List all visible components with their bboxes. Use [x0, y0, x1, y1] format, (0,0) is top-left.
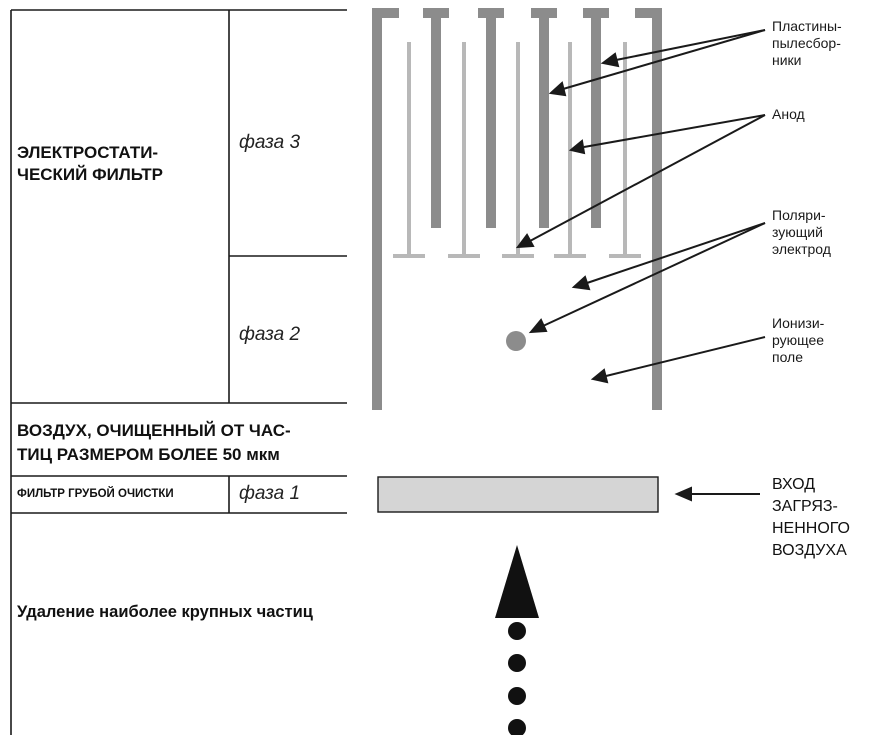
table-lines — [10, 9, 347, 735]
phase1-label: фаза 1 — [239, 483, 301, 504]
coarse-filter-label: ФИЛЬТР ГРУБОЙ ОЧИСТКИ — [17, 488, 174, 500]
callout-line: ВХОД — [772, 476, 816, 493]
callout-arrows — [515, 29, 766, 502]
callout-line: ЗАГРЯЗ- — [772, 498, 838, 515]
callout-line: пылесбор- — [772, 35, 841, 51]
callout-line: ВОЗДУХА — [772, 542, 847, 559]
electrostatic-filter-title-line1: ЭЛЕКТРОСТАТИ- — [17, 143, 159, 162]
polluted-air-inlet-callout: ВХОД ЗАГРЯЗ- НЕННОГО ВОЗДУХА — [772, 474, 850, 562]
callout-line: Пластины- — [772, 18, 842, 34]
polarizing-electrode — [506, 331, 526, 351]
callout-line: ники — [772, 52, 802, 68]
phase3-label: фаза 3 — [239, 132, 301, 153]
filter-housing — [372, 8, 662, 410]
phase2-label: фаза 2 — [239, 324, 301, 345]
anode-callout: Анод — [772, 106, 805, 122]
callout-line: НЕННОГО — [772, 520, 850, 537]
collector-plates-callout: Пластины- пылесбор- ники — [772, 18, 842, 69]
callout-line: Поляри- — [772, 207, 826, 223]
clean-air-label-line2: ТИЦ РАЗМЕРОМ БОЛЕЕ 50 мкм — [17, 445, 280, 464]
polarizing-electrode-callout: Поляри- зующий электрод — [772, 207, 831, 258]
collector-plates — [423, 8, 609, 228]
callout-line: поле — [772, 349, 804, 365]
callout-line: электрод — [772, 241, 831, 257]
electrostatic-filter-title-line2: ЧЕСКИЙ ФИЛЬТР — [17, 165, 163, 184]
callout-line: рующее — [772, 332, 825, 348]
airflow-dots — [508, 622, 526, 735]
callout-line: Ионизи- — [772, 315, 825, 331]
ionizing-field-callout: Ионизи- рующее поле — [772, 315, 824, 366]
callout-line: зующий — [772, 224, 823, 240]
airflow-arrow — [495, 545, 539, 618]
clean-air-label-line1: ВОЗДУХ, ОЧИЩЕННЫЙ ОТ ЧАС- — [17, 421, 291, 440]
coarse-filter-bar — [377, 476, 659, 513]
anodes — [393, 42, 641, 258]
large-particles-label: Удаление наиболее крупных частиц — [17, 603, 313, 621]
